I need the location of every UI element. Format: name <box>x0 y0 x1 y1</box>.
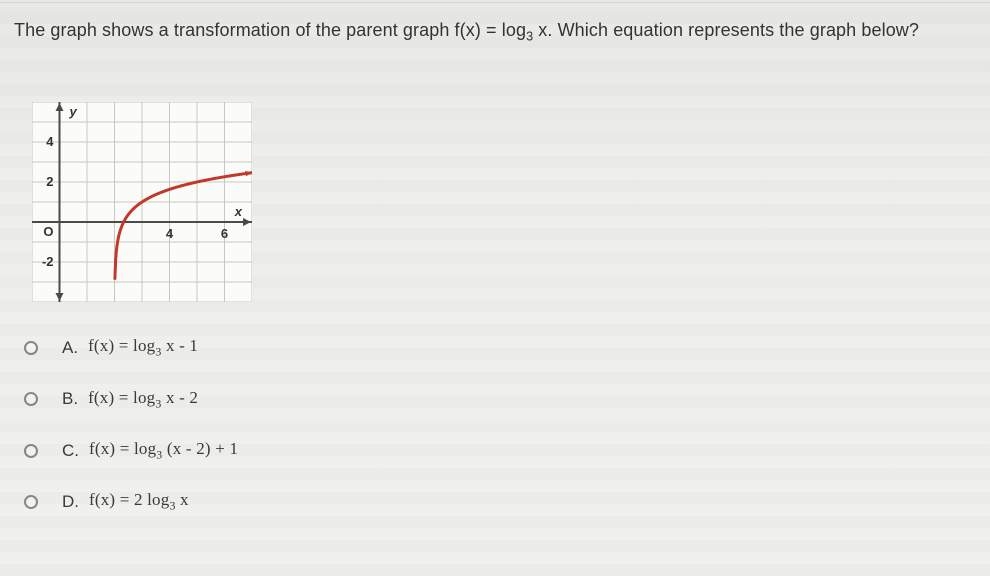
options-list: A. f(x) = log3 x - 1 B. f(x) = log3 x - … <box>24 336 976 514</box>
option-equation: f(x) = log3 x - 2 <box>88 388 198 411</box>
graph-container: 4 2 -2 4 6 Oy x <box>32 102 252 302</box>
svg-text:4: 4 <box>166 226 174 241</box>
svg-text:4: 4 <box>46 134 54 149</box>
option-equation: f(x) = log3 x - 1 <box>88 336 198 359</box>
question-tail: x. Which equation represents the graph b… <box>533 20 919 40</box>
option-letter: D. <box>62 492 79 512</box>
radio-icon[interactable] <box>24 392 38 406</box>
graph-svg: 4 2 -2 4 6 Oy x <box>32 102 252 302</box>
svg-text:x: x <box>234 204 243 219</box>
radio-icon[interactable] <box>24 495 38 509</box>
option-equation: f(x) = 2 log3 x <box>89 490 189 513</box>
svg-text:-2: -2 <box>42 254 54 269</box>
svg-text:2: 2 <box>46 174 53 189</box>
svg-text:y: y <box>69 104 78 119</box>
question-text: The graph shows a transformation of the … <box>14 18 976 46</box>
divider <box>0 2 990 3</box>
option-letter: B. <box>62 389 78 409</box>
option-a[interactable]: A. f(x) = log3 x - 1 <box>24 336 976 359</box>
option-d[interactable]: D. f(x) = 2 log3 x <box>24 490 976 513</box>
svg-text:O: O <box>43 224 53 239</box>
radio-icon[interactable] <box>24 444 38 458</box>
option-b[interactable]: B. f(x) = log3 x - 2 <box>24 388 976 411</box>
svg-text:6: 6 <box>221 226 228 241</box>
radio-icon[interactable] <box>24 341 38 355</box>
question-prefix: The graph shows a transformation of the … <box>14 20 526 40</box>
question-page: The graph shows a transformation of the … <box>0 0 990 576</box>
option-letter: C. <box>62 441 79 461</box>
option-equation: f(x) = log3 (x - 2) + 1 <box>89 439 238 462</box>
option-letter: A. <box>62 338 78 358</box>
option-c[interactable]: C. f(x) = log3 (x - 2) + 1 <box>24 439 976 462</box>
